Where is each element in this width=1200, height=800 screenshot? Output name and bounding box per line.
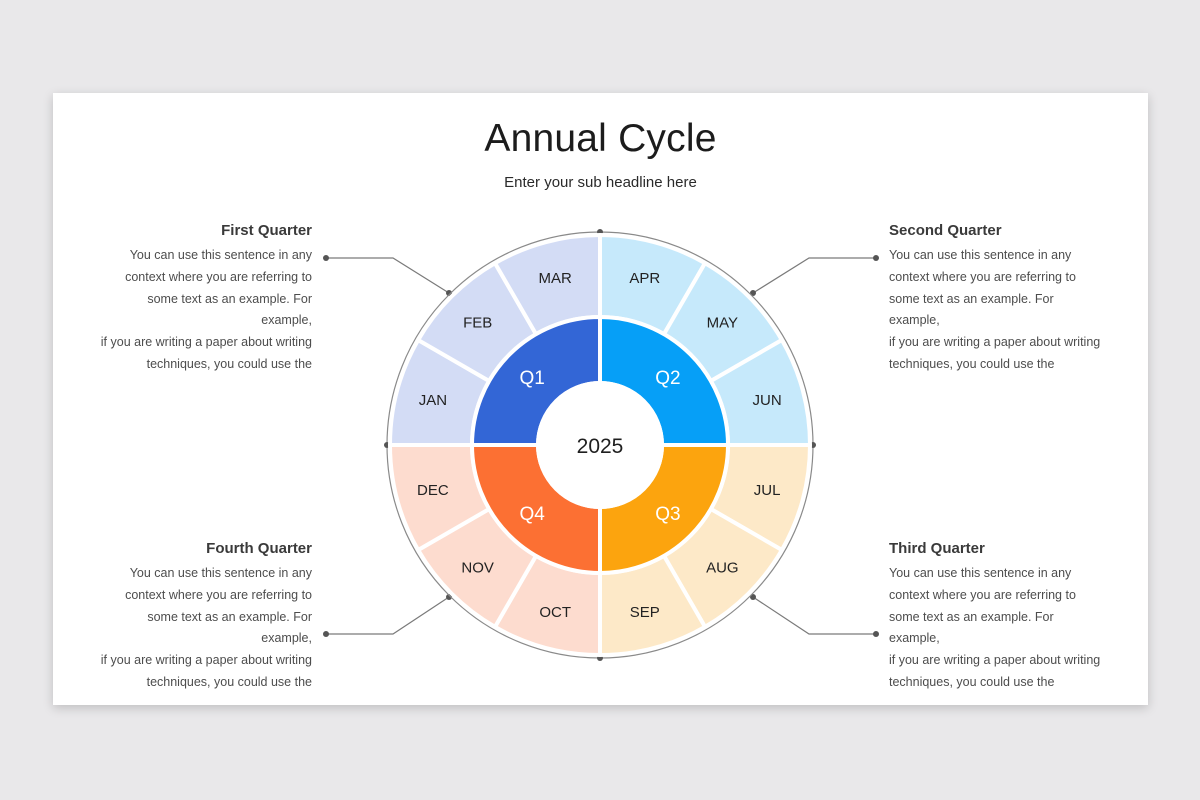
text-line: some text as an example. For example, xyxy=(147,609,312,646)
month-label-feb: FEB xyxy=(463,315,492,332)
connector-dot xyxy=(446,290,452,296)
month-label-mar: MAR xyxy=(539,270,573,287)
center-year-label: 2025 xyxy=(577,435,624,458)
connector-dot xyxy=(873,631,879,637)
month-label-nov: NOV xyxy=(461,559,494,576)
connector-dot xyxy=(323,255,329,261)
text-line: if you are writing a paper about writing xyxy=(100,335,312,350)
text-line: You can use this sentence in any xyxy=(129,566,312,580)
connector-dot xyxy=(446,594,452,600)
quarter-label-q2: Q2 xyxy=(655,368,680,389)
first-quarter-block: First Quarter You can use this sentence … xyxy=(97,222,312,376)
first-quarter-text: You can use this sentence in any context… xyxy=(97,245,312,376)
month-label-sep: SEP xyxy=(630,604,660,621)
text-line: context where you are referring to xyxy=(125,269,312,284)
text-line: techniques, you could use the xyxy=(889,356,1055,371)
text-line: You can use this sentence in any xyxy=(889,248,1072,262)
slide-subtitle: Enter your sub headline here xyxy=(504,174,697,191)
center-circle xyxy=(536,381,664,509)
text-line: context where you are referring to xyxy=(889,269,1076,284)
second-quarter-title: Second Quarter xyxy=(889,222,1002,239)
connector-dot xyxy=(873,255,879,261)
text-line: You can use this sentence in any xyxy=(129,248,312,262)
text-line: if you are writing a paper about writing xyxy=(889,653,1101,668)
third-quarter-title: Third Quarter xyxy=(889,540,985,557)
first-quarter-connector xyxy=(326,257,450,294)
text-line: some text as an example. For example, xyxy=(147,291,312,328)
first-quarter-title: First Quarter xyxy=(221,222,312,239)
month-label-jul: JUL xyxy=(754,482,781,499)
annual-cycle-wheel: JAN FEB MAR APR MAY JUN JUL AUG SEP OCT NOV DEC Q1 Q… xyxy=(323,229,879,661)
fourth-quarter-title: Fourth Quarter xyxy=(206,540,312,557)
text-line: some text as an example. For example, xyxy=(889,609,1054,646)
text-line: You can use this sentence in any xyxy=(889,566,1072,580)
month-label-oct: OCT xyxy=(539,604,571,621)
slide-title: Annual Cycle xyxy=(484,117,717,160)
fourth-quarter-block: Fourth Quarter You can use this sentence… xyxy=(97,540,312,694)
text-line: if you are writing a paper about writing xyxy=(100,653,312,668)
quarter-label-q3: Q3 xyxy=(655,504,680,525)
slide: Annual Cycle Enter your sub headline her… xyxy=(53,93,1148,705)
quarter-label-q1: Q1 xyxy=(519,368,544,389)
third-quarter-connector xyxy=(752,596,876,635)
quarter-label-q4: Q4 xyxy=(519,504,545,525)
fourth-quarter-connector xyxy=(326,596,450,635)
month-label-dec: DEC xyxy=(417,482,449,499)
text-line: context where you are referring to xyxy=(889,587,1076,602)
text-line: if you are writing a paper about writing xyxy=(889,335,1101,350)
month-label-aug: AUG xyxy=(706,559,739,576)
text-line: techniques, you could use the xyxy=(146,674,312,689)
second-quarter-block: Second Quarter You can use this sentence… xyxy=(889,222,1104,376)
month-label-apr: APR xyxy=(629,270,660,287)
text-line: some text as an example. For example, xyxy=(889,291,1054,328)
second-quarter-text: You can use this sentence in any context… xyxy=(889,245,1104,376)
third-quarter-block: Third Quarter You can use this sentence … xyxy=(889,540,1104,694)
connector-dot xyxy=(323,631,329,637)
text-line: context where you are referring to xyxy=(125,587,312,602)
fourth-quarter-text: You can use this sentence in any context… xyxy=(97,563,312,694)
text-line: techniques, you could use the xyxy=(889,674,1055,689)
third-quarter-text: You can use this sentence in any context… xyxy=(889,563,1104,694)
month-label-jan: JAN xyxy=(419,392,447,409)
month-label-jun: JUN xyxy=(753,392,782,409)
month-label-may: MAY xyxy=(707,315,738,332)
connector-lines xyxy=(323,255,879,637)
second-quarter-connector xyxy=(752,257,876,294)
text-line: techniques, you could use the xyxy=(146,356,312,371)
